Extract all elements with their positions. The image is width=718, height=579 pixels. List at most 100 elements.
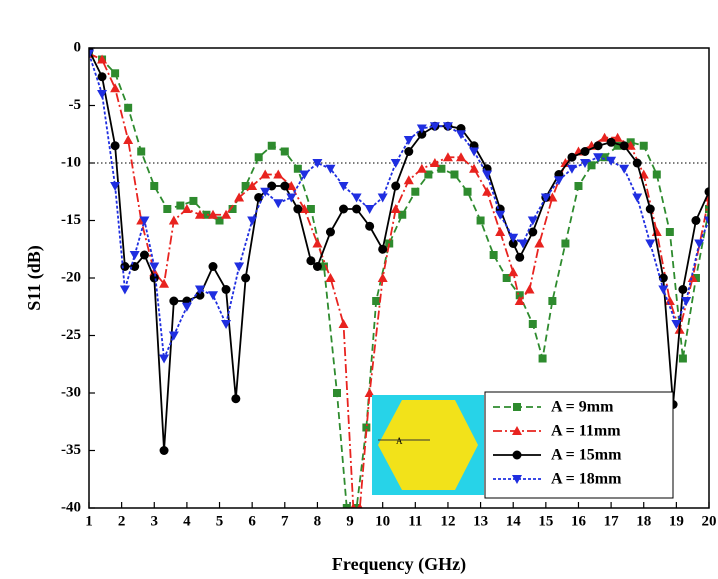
- x-tick-label: 12: [440, 513, 455, 529]
- y-tick-label: -35: [61, 442, 81, 458]
- marker: [658, 285, 669, 295]
- marker: [168, 331, 179, 341]
- y-tick-label: 0: [74, 39, 82, 55]
- marker: [398, 210, 407, 219]
- marker: [293, 164, 302, 173]
- marker: [89, 49, 94, 59]
- marker: [208, 291, 218, 301]
- marker: [593, 153, 604, 163]
- x-tick-label: 2: [118, 513, 126, 529]
- marker: [606, 156, 617, 166]
- marker: [364, 388, 375, 397]
- legend-label: A = 9mm: [551, 399, 614, 416]
- y-tick-label: -5: [69, 97, 82, 113]
- marker: [508, 267, 519, 277]
- marker: [333, 389, 341, 397]
- x-tick-label: 13: [473, 513, 488, 529]
- marker: [411, 187, 420, 196]
- marker: [194, 285, 205, 295]
- marker: [652, 170, 661, 179]
- x-tick-label: 9: [346, 513, 354, 529]
- marker: [159, 446, 169, 455]
- marker: [508, 239, 518, 248]
- marker: [221, 320, 232, 329]
- marker: [540, 193, 551, 203]
- x-tick-label: 1: [85, 513, 93, 529]
- marker: [416, 124, 427, 134]
- marker: [665, 228, 674, 236]
- marker: [645, 239, 656, 249]
- series-line: [89, 52, 709, 508]
- marker: [163, 205, 172, 213]
- marker: [254, 153, 263, 162]
- y-tick-label: -25: [61, 327, 81, 343]
- marker: [267, 141, 276, 150]
- marker: [110, 83, 121, 93]
- marker: [377, 193, 388, 203]
- marker: [362, 423, 371, 432]
- marker: [377, 273, 388, 282]
- marker: [123, 135, 134, 144]
- marker: [247, 216, 258, 226]
- y-tick-label: -20: [61, 269, 81, 285]
- x-tick-label: 16: [571, 513, 587, 529]
- marker: [416, 163, 427, 173]
- marker: [664, 296, 675, 305]
- marker: [681, 297, 692, 306]
- marker: [312, 262, 322, 271]
- marker: [442, 122, 453, 132]
- marker: [228, 205, 237, 213]
- marker: [482, 186, 493, 196]
- marker: [110, 141, 120, 151]
- marker: [319, 262, 328, 271]
- marker: [508, 233, 519, 243]
- x-tick-label: 7: [281, 513, 289, 529]
- marker: [352, 204, 362, 214]
- marker: [495, 227, 506, 236]
- marker: [286, 193, 297, 203]
- marker: [181, 204, 192, 213]
- marker: [372, 297, 381, 305]
- marker: [306, 205, 315, 213]
- marker: [632, 193, 643, 203]
- marker: [704, 187, 709, 197]
- marker: [325, 227, 335, 237]
- marker: [176, 201, 185, 210]
- x-tick-label: 20: [702, 513, 717, 529]
- x-tick-label: 18: [636, 513, 651, 529]
- legend-label: A = 11mm: [551, 423, 621, 440]
- marker: [325, 164, 336, 174]
- marker: [442, 152, 453, 162]
- marker: [456, 152, 466, 162]
- marker: [339, 204, 349, 214]
- marker: [495, 210, 506, 220]
- marker: [195, 290, 205, 300]
- marker: [350, 503, 357, 508]
- marker: [391, 181, 401, 191]
- marker: [403, 136, 414, 145]
- marker: [169, 296, 179, 306]
- x-tick-label: 4: [183, 513, 191, 529]
- marker: [548, 297, 557, 305]
- marker: [678, 285, 688, 294]
- marker: [390, 204, 401, 213]
- marker: [489, 251, 498, 259]
- marker: [691, 216, 701, 225]
- x-tick-label: 17: [604, 513, 620, 529]
- series-line: [89, 49, 709, 451]
- marker: [280, 147, 289, 156]
- marker: [527, 216, 538, 226]
- marker: [129, 251, 140, 260]
- marker: [280, 181, 290, 191]
- marker: [221, 285, 231, 294]
- marker: [97, 54, 108, 64]
- marker: [639, 141, 648, 150]
- marker: [632, 158, 642, 168]
- marker: [273, 199, 284, 209]
- marker: [120, 262, 130, 271]
- marker: [561, 239, 570, 248]
- x-tick-label: 8: [314, 513, 322, 529]
- marker: [645, 204, 655, 214]
